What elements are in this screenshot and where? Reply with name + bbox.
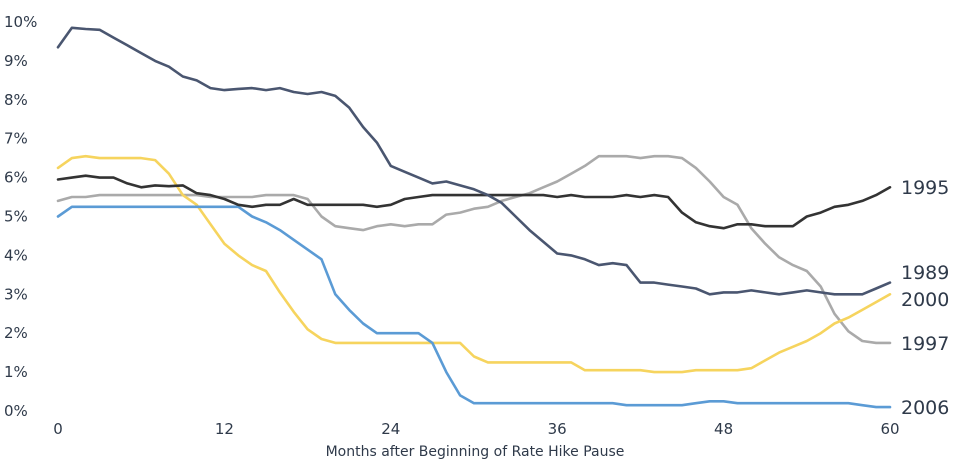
series-label-1989: 1989 [901, 262, 949, 284]
series-labels: 1989 1995 1997 2000 2006 [901, 177, 949, 419]
series-line-2000 [56, 154, 892, 374]
x-tick-label: 12 [215, 420, 234, 438]
x-tick-label: 60 [880, 420, 899, 438]
y-tick-label: 0% [4, 402, 28, 420]
series-label-1995: 1995 [901, 177, 949, 199]
y-tick-label: 2% [4, 324, 28, 342]
y-tick-label: 1% [4, 363, 28, 381]
x-tick-label: 24 [381, 420, 400, 438]
y-tick-label: 9% [4, 52, 28, 70]
y-tick-label: 10% [4, 13, 37, 31]
x-tick-label: 48 [714, 420, 733, 438]
x-axis-label: Months after Beginning of Rate Hike Paus… [326, 444, 625, 460]
series-line-2006 [56, 205, 892, 409]
y-tick-label: 8% [4, 91, 28, 109]
y-tick-label: 3% [4, 285, 28, 303]
series-line-1989 [56, 26, 892, 296]
series-line-1995 [56, 174, 892, 230]
y-tick-label: 6% [4, 169, 28, 187]
y-tick-label: 4% [4, 246, 28, 264]
series-label-2006: 2006 [901, 397, 949, 419]
series-label-2000: 2000 [901, 289, 949, 311]
y-tick-label: 7% [4, 130, 28, 148]
y-axis-ticks: 0% 1% 2% 3% 4% 5% 6% 7% 8% 9% 10% [4, 13, 37, 420]
series-label-1997: 1997 [901, 333, 949, 355]
series-lines [56, 26, 892, 409]
x-axis-ticks: 0 12 24 36 48 60 [53, 420, 899, 438]
x-tick-label: 0 [53, 420, 63, 438]
series-line-1997 [56, 154, 892, 345]
y-tick-label: 5% [4, 208, 28, 226]
x-tick-label: 36 [548, 420, 567, 438]
